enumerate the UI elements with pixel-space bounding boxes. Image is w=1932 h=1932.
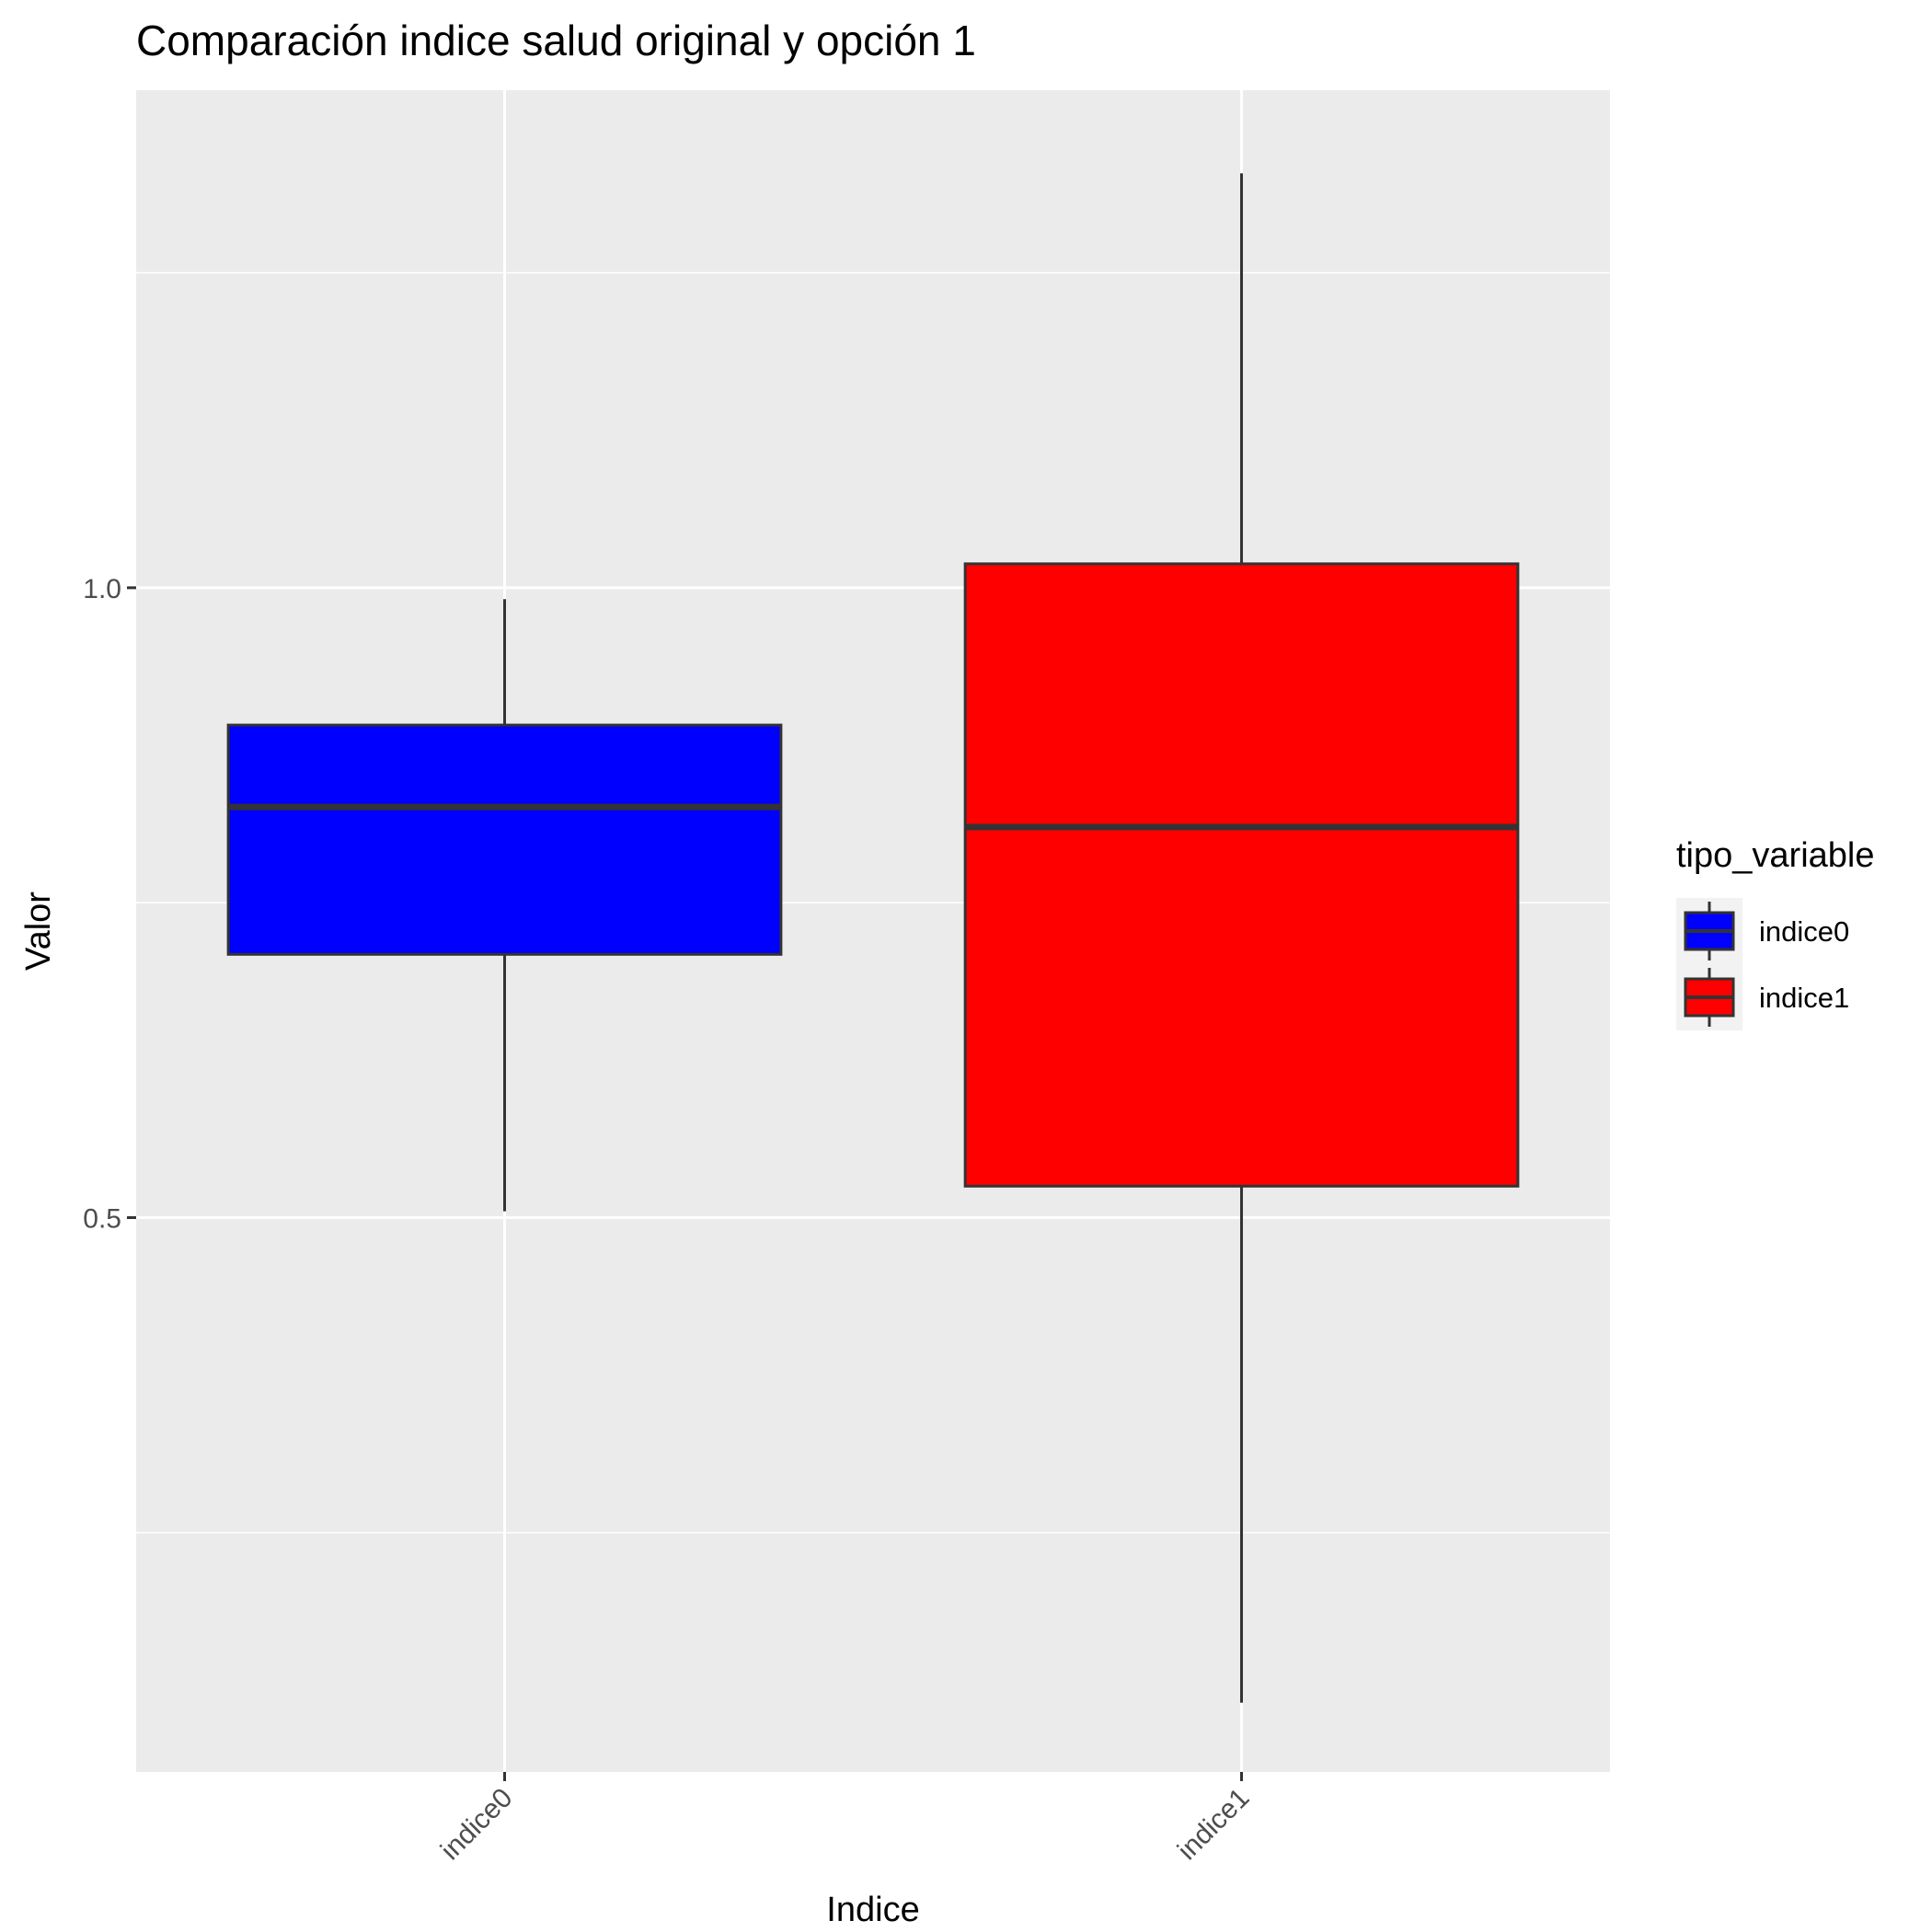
boxplot-indice1 bbox=[963, 173, 1520, 1703]
boxplot-indice0 bbox=[226, 599, 783, 1212]
x-tick-label: indice0 bbox=[435, 1783, 519, 1867]
y-axis: 0.5 1.0 bbox=[83, 574, 136, 1235]
legend-title: tipo_variable bbox=[1676, 836, 1874, 875]
legend: tipo_variable indice0 indice1 bbox=[1676, 836, 1874, 1030]
x-tick-label: indice1 bbox=[1172, 1783, 1256, 1867]
chart-title: Comparación indice salud original y opci… bbox=[136, 17, 976, 64]
legend-item-indice1: indice1 bbox=[1676, 964, 1849, 1030]
legend-label: indice1 bbox=[1759, 982, 1849, 1014]
y-tick-label: 0.5 bbox=[83, 1204, 121, 1235]
x-axis: indice0 indice1 bbox=[435, 1772, 1256, 1867]
legend-label: indice0 bbox=[1759, 915, 1849, 948]
box bbox=[963, 562, 1520, 1188]
y-axis-label: Valor bbox=[19, 891, 58, 971]
box bbox=[226, 723, 783, 956]
x-axis-label: Indice bbox=[826, 1891, 919, 1929]
legend-item-indice0: indice0 bbox=[1676, 898, 1849, 964]
y-tick-label: 1.0 bbox=[83, 574, 121, 604]
boxplots bbox=[226, 173, 1520, 1703]
